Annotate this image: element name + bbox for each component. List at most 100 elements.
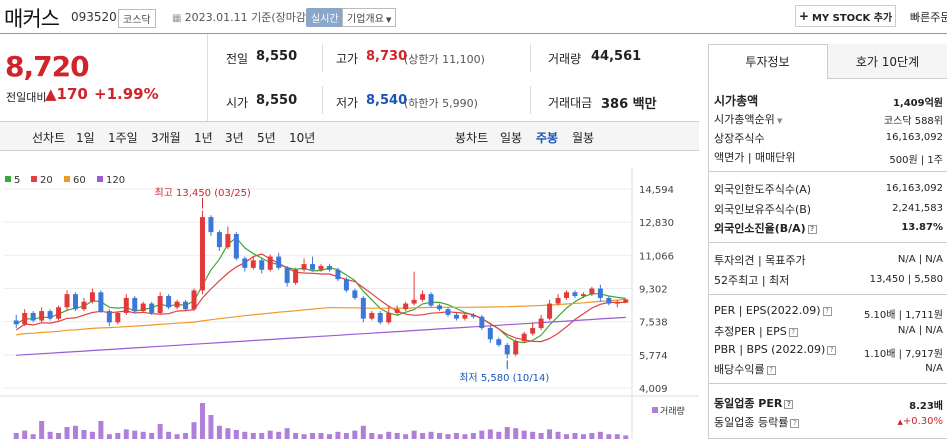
base-date-text: 2023.01.11 기준(장마감): [184, 11, 311, 24]
volume-bar: [318, 433, 324, 439]
help-icon[interactable]: ?: [827, 345, 837, 355]
candle-body: [606, 297, 612, 304]
market-cap: 1,409억원: [892, 98, 943, 109]
trade-amount: 386 백만: [601, 97, 657, 112]
candle-daily[interactable]: 일봉: [500, 131, 523, 145]
volume-bar: [521, 430, 527, 439]
quick-order-link[interactable]: 빠른주문: [910, 11, 947, 24]
candle-body: [555, 297, 561, 304]
period-5y[interactable]: 5년: [257, 131, 276, 145]
candle-body: [343, 279, 349, 291]
period-1w[interactable]: 1주일: [108, 131, 138, 145]
divider: [322, 86, 323, 114]
opinion: N/A | N/A: [897, 254, 943, 265]
candle-body: [504, 344, 510, 355]
amount-label: 거래대금: [548, 96, 593, 110]
volume-bar: [250, 433, 256, 439]
candle-body: [199, 217, 205, 291]
help-icon[interactable]: ?: [784, 399, 794, 409]
tab-invest-info[interactable]: 투자정보: [708, 44, 828, 79]
y-tick-label: 5,774: [639, 351, 668, 362]
period-3m[interactable]: 3개월: [151, 131, 181, 145]
volume-bar: [140, 431, 146, 439]
candle-body: [250, 260, 256, 268]
candle-body: [335, 269, 341, 280]
candle-body: [72, 294, 78, 310]
divider: [709, 171, 947, 172]
price-chart[interactable]: 14,594 12,830 11,066 9,302 7,538 5,774 4,009 5 2…: [0, 168, 699, 439]
volume-bar: [106, 434, 112, 439]
period-1y[interactable]: 1년: [194, 131, 213, 145]
volume-bar: [259, 433, 265, 439]
divider: [207, 34, 208, 121]
per-label-text: PER | EPS(2022.09): [714, 304, 821, 317]
open-price: 8,550: [256, 93, 298, 108]
y-tick-label: 7,538: [639, 318, 668, 329]
candle-body: [106, 311, 112, 323]
y-tick-label: 9,302: [639, 285, 668, 296]
legend-swatch: [97, 176, 103, 182]
volume-bar: [123, 429, 129, 439]
volume-bar: [22, 430, 28, 439]
y-tick-label: 14,594: [639, 185, 674, 196]
volume-bar: [191, 422, 197, 439]
candle-body: [597, 288, 603, 298]
volume-bar: [462, 434, 468, 439]
annotation-high: 최고 13,450 (03/25): [154, 187, 250, 199]
candle-body: [310, 264, 316, 270]
candle-body: [259, 260, 265, 270]
live-badge[interactable]: 실시간: [306, 8, 344, 27]
candle-body: [293, 269, 299, 283]
period-3y[interactable]: 3년: [225, 131, 244, 145]
volume-bar: [89, 431, 95, 439]
volume-bar: [623, 435, 629, 439]
volume-bar: [326, 434, 332, 439]
volume-legend-label: 거래량: [660, 405, 685, 417]
lower-limit: (하한가 5,990): [404, 97, 478, 110]
change-value: 170: [56, 85, 88, 103]
candle-body: [564, 292, 570, 298]
ma-line-60: [16, 298, 626, 336]
candle-weekly[interactable]: 주봉: [536, 131, 559, 145]
candle-body: [318, 265, 324, 270]
candle-body: [216, 232, 222, 248]
candle-body: [191, 290, 197, 310]
candle-body: [115, 312, 121, 323]
company-info-dropdown[interactable]: 기업개요 ▼: [342, 8, 397, 27]
candle-body: [394, 309, 400, 313]
mystock-label: MY STOCK 추가: [811, 12, 893, 24]
period-10y[interactable]: 10년: [289, 131, 316, 145]
cap-rank-label-text: 시가총액순위: [714, 113, 775, 126]
y-tick-label: 4,009: [639, 384, 668, 395]
help-icon[interactable]: ?: [790, 418, 800, 428]
volume-bar: [267, 430, 273, 439]
opinion-label: 투자의견 | 목표주가: [714, 254, 806, 267]
volume: 44,561: [591, 49, 642, 64]
candle-body: [496, 339, 502, 345]
help-icon[interactable]: ?: [766, 365, 776, 375]
candle-monthly[interactable]: 월봉: [572, 131, 595, 145]
high-price: 8,730: [366, 49, 408, 64]
volume-bar: [597, 431, 603, 439]
volume-bar: [377, 434, 383, 439]
foreign-hold-label: 외국인보유주식수(B): [714, 203, 812, 216]
divider: [530, 86, 531, 114]
divider: [530, 44, 531, 72]
mystock-add-button[interactable]: + MY STOCK 추가: [795, 5, 896, 27]
y-tick-label: 12,830: [639, 218, 674, 229]
volume-bar: [411, 430, 417, 439]
calendar-icon: ▦: [172, 13, 185, 24]
volume-bar: [47, 431, 53, 439]
candle-body: [183, 301, 189, 310]
pbr-label: PBR | BPS (2022.09)?: [714, 343, 837, 356]
volume-bar: [242, 431, 248, 439]
upper-limit: (상한가 11,100): [404, 53, 485, 66]
w52-range: 13,450 | 5,580: [869, 274, 943, 285]
help-icon[interactable]: ?: [788, 327, 798, 337]
help-icon[interactable]: ?: [822, 306, 832, 316]
tab-orderbook[interactable]: 호가 10단계: [828, 44, 947, 79]
period-1d[interactable]: 1일: [76, 131, 95, 145]
help-icon[interactable]: ?: [807, 224, 817, 234]
foreign-limit: 16,163,092: [885, 183, 943, 194]
listed-shares: 16,163,092: [885, 132, 943, 143]
